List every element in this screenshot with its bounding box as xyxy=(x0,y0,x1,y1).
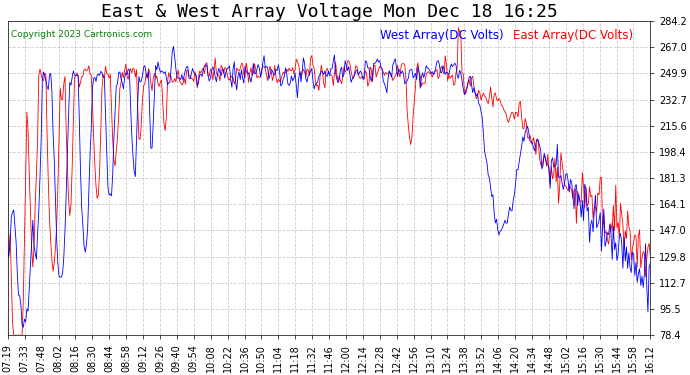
East Array(DC Volts) xyxy=(578,198,586,203)
Line: West Array(DC Volts): West Array(DC Volts) xyxy=(8,28,650,335)
West Array(DC Volts) xyxy=(460,88,469,93)
West Array(DC Volts) xyxy=(41,71,49,75)
East Array(DC Volts) xyxy=(19,325,28,330)
East Array(DC Volts) xyxy=(3,255,12,259)
East Array(DC Volts) xyxy=(495,233,503,237)
East Array(DC Volts) xyxy=(460,92,469,97)
West Array(DC Volts) xyxy=(454,26,462,30)
West Array(DC Volts) xyxy=(393,63,402,68)
West Array(DC Volts) xyxy=(10,333,18,338)
Text: Copyright 2023 Cartronics.com: Copyright 2023 Cartronics.com xyxy=(11,30,152,39)
West Array(DC Volts) xyxy=(578,170,586,175)
West Array(DC Volts) xyxy=(560,183,569,188)
East Array(DC Volts) xyxy=(646,261,654,265)
East Array(DC Volts) xyxy=(41,74,49,78)
Legend: West Array(DC Volts), East Array(DC Volts): West Array(DC Volts), East Array(DC Volt… xyxy=(375,24,638,46)
West Array(DC Volts) xyxy=(495,96,503,100)
Line: East Array(DC Volts): East Array(DC Volts) xyxy=(8,46,650,327)
West Array(DC Volts) xyxy=(3,256,12,261)
Title: East & West Array Voltage Mon Dec 18 16:25: East & West Array Voltage Mon Dec 18 16:… xyxy=(101,3,558,21)
West Array(DC Volts) xyxy=(646,254,654,258)
East Array(DC Volts) xyxy=(560,182,569,186)
East Array(DC Volts) xyxy=(169,44,177,49)
East Array(DC Volts) xyxy=(395,67,403,72)
